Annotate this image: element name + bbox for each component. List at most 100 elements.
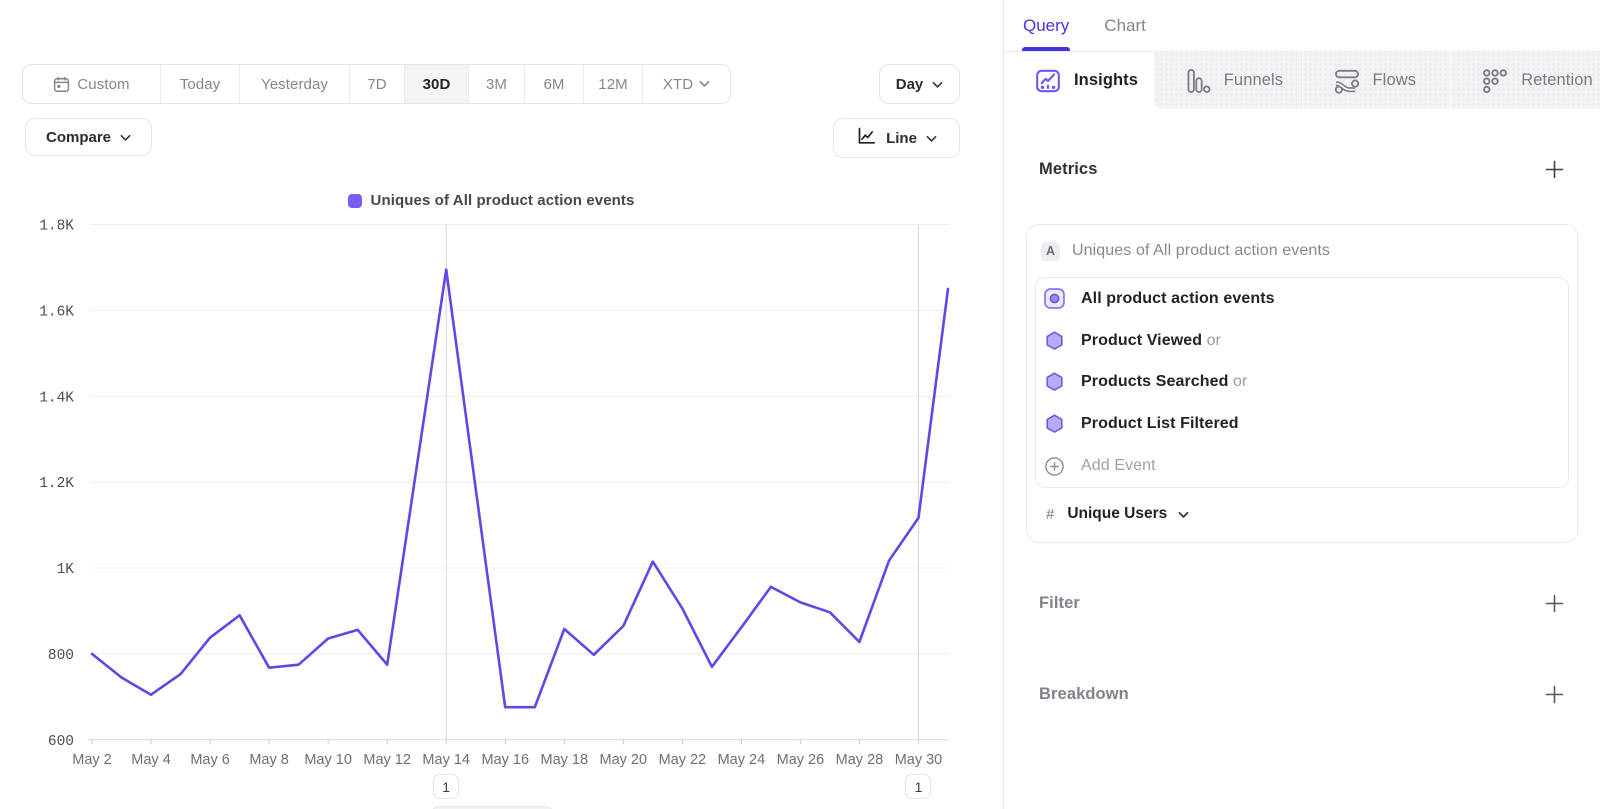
add-breakdown-button[interactable] [1544, 684, 1564, 704]
range-option-label: Yesterday [260, 75, 329, 93]
range-option-7d[interactable]: 7D [350, 65, 405, 103]
add-metric-button[interactable] [1544, 159, 1564, 179]
event-or-suffix: or [1202, 331, 1221, 349]
funnels-icon [1185, 68, 1211, 94]
svg-text:May 28: May 28 [836, 752, 884, 768]
svg-text:1.4K: 1.4K [39, 390, 74, 406]
event-name: Products Searched [1081, 373, 1229, 391]
add-event-label: Add Event [1081, 457, 1156, 475]
range-option-label: Custom [77, 75, 130, 93]
svg-text:May 12: May 12 [363, 752, 411, 768]
granularity-button-label: Day [895, 75, 924, 93]
panel-tab-bar: Query Chart [1004, 0, 1600, 52]
report-tab-label: Flows [1372, 71, 1417, 89]
range-option-label: 12M [598, 75, 628, 93]
event-row[interactable]: Product Viewed or [1036, 320, 1568, 362]
insights-icon [1035, 68, 1061, 94]
add-filter-button[interactable] [1544, 593, 1564, 613]
panel-tab-query[interactable]: Query [1022, 0, 1071, 51]
breakdown-heading: Breakdown [1039, 685, 1129, 703]
svg-text:May 20: May 20 [600, 752, 648, 768]
svg-text:1.8K: 1.8K [39, 219, 74, 235]
chevron-down-icon [120, 134, 131, 142]
range-option-today[interactable]: Today [161, 65, 240, 103]
counting-method-label: Unique Users [1067, 505, 1168, 522]
event-row[interactable]: Product List Filtered [1036, 403, 1568, 445]
event-hexagon-icon [1044, 372, 1065, 392]
range-option-yesterday[interactable]: Yesterday [240, 65, 350, 103]
report-tab-label: Retention [1521, 71, 1593, 89]
range-option-label: XTD [662, 75, 694, 93]
chevron-down-icon [699, 80, 710, 88]
metrics-heading: Metrics [1039, 160, 1098, 178]
svg-text:May 22: May 22 [659, 752, 707, 768]
add-event-row[interactable]: Add Event [1036, 445, 1568, 487]
svg-text:May 2: May 2 [72, 752, 112, 768]
range-option-label: Today [179, 75, 221, 93]
event-hexagon-icon [1044, 331, 1065, 351]
y-axis-labels: 1.8K 1.6K 1.4K 1.2K 1K 800 600 [39, 219, 74, 750]
range-option-custom[interactable]: Custom [23, 65, 161, 103]
hash-icon: # [1046, 505, 1055, 523]
granularity-button[interactable]: Day [879, 64, 960, 104]
range-option-3m[interactable]: 3M [469, 65, 525, 103]
flows-icon [1334, 68, 1360, 94]
event-name: Product Viewed [1081, 331, 1203, 349]
event-row[interactable]: Products Searched or [1036, 362, 1568, 404]
report-tab-flows[interactable]: Flows [1301, 52, 1451, 109]
event-name: All product action events [1081, 289, 1275, 307]
y-gridlines [88, 224, 950, 741]
event-list: All product action events Product Viewed … [1035, 277, 1569, 488]
svg-text:May 24: May 24 [718, 752, 766, 768]
date-range-bar: Custom Today Yesterday 7D 30D 3M 6M 12M XTD [22, 64, 731, 104]
svg-text:May 26: May 26 [777, 752, 825, 768]
calendar-icon [53, 76, 70, 93]
chart-pane: Custom Today Yesterday 7D 30D 3M 6M 12M XTD Comp… [22, 64, 960, 809]
annotation-badge[interactable]: 1 [905, 774, 932, 799]
svg-text:1.2K: 1.2K [39, 476, 74, 492]
counting-method-selector[interactable]: # Unique Users [1027, 486, 1577, 542]
legend-swatch [347, 193, 362, 208]
svg-text:May 18: May 18 [540, 752, 588, 768]
series-title: Uniques of All product action events [1072, 242, 1330, 259]
report-tab-funnels[interactable]: Funnels [1153, 52, 1302, 109]
report-tab-label: Insights [1074, 71, 1139, 89]
range-option-label: 3M [485, 75, 508, 93]
svg-text:May 30: May 30 [895, 752, 943, 768]
chart-type-button-label: Line [886, 129, 917, 147]
panel-tab-chart[interactable]: Chart [1104, 15, 1146, 35]
chart-type-button[interactable]: Line [833, 118, 960, 158]
svg-text:800: 800 [48, 648, 74, 664]
legend-label: Uniques of All product action events [370, 192, 635, 209]
report-tab-insights[interactable]: Insights [1004, 52, 1154, 109]
range-option-6m[interactable]: 6M [525, 65, 584, 103]
compare-button-label: Compare [45, 128, 112, 146]
event-or-suffix: or [1228, 373, 1248, 391]
svg-text:May 14: May 14 [422, 752, 470, 768]
compare-button[interactable]: Compare [25, 118, 152, 156]
range-option-12m[interactable]: 12M [584, 65, 643, 103]
range-option-xtd[interactable]: XTD [643, 65, 730, 103]
annotation-badge[interactable]: 1 [433, 774, 460, 799]
annotation-lines [445, 224, 919, 740]
chevron-down-icon [926, 135, 937, 143]
filter-heading: Filter [1039, 594, 1080, 612]
report-tab-label: Funnels [1223, 71, 1284, 89]
metric-card-header: A Uniques of All product action events [1027, 225, 1577, 277]
series-line [90, 268, 950, 709]
chart-legend[interactable]: Uniques of All product action events [34, 192, 948, 209]
svg-text:1K: 1K [57, 562, 75, 578]
report-tab-retention[interactable]: Retention [1450, 52, 1600, 109]
svg-text:May 4: May 4 [131, 752, 171, 768]
range-option-label: 7D [367, 75, 387, 93]
plus-circle-icon [1044, 456, 1065, 477]
x-axis-ticks [91, 739, 919, 745]
svg-text:May 6: May 6 [190, 752, 230, 768]
event-hexagon-icon [1044, 414, 1065, 434]
svg-text:May 10: May 10 [304, 752, 352, 768]
event-row[interactable]: All product action events [1036, 278, 1568, 320]
svg-text:May 16: May 16 [481, 752, 529, 768]
retention-icon [1482, 68, 1508, 94]
range-option-30d[interactable]: 30D [405, 65, 469, 103]
